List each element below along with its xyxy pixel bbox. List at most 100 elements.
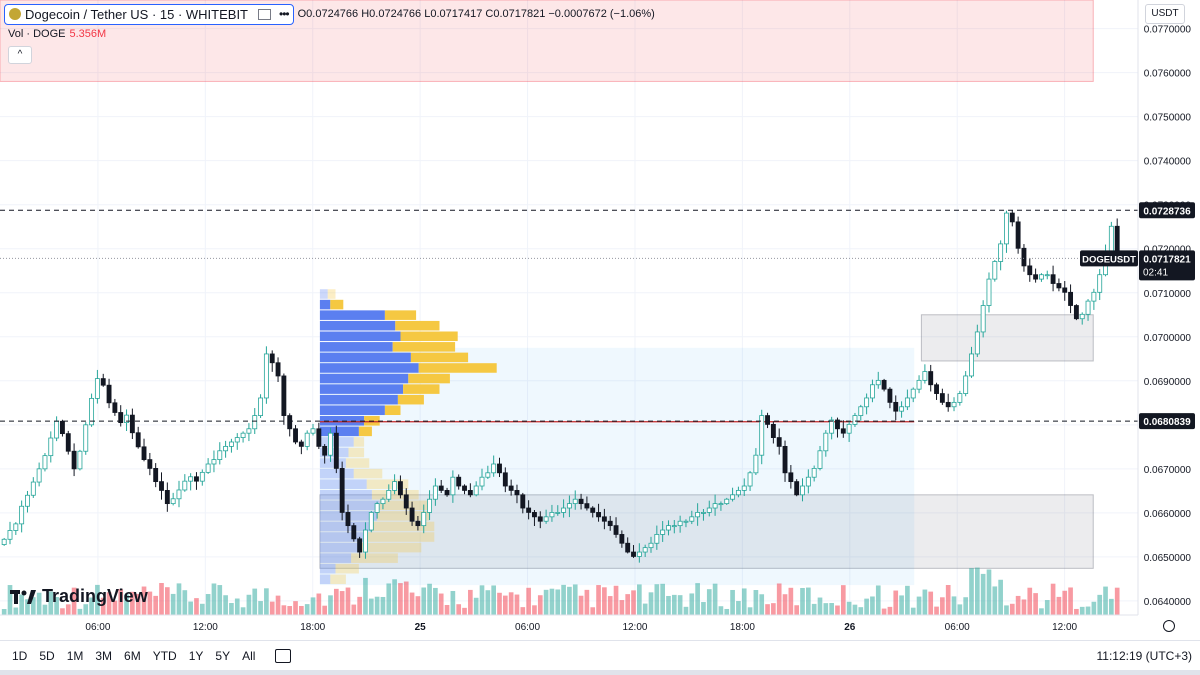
range-button-1m[interactable]: 1M: [66, 649, 84, 663]
x-tick-label: 18:00: [300, 622, 325, 633]
volume-bar: [194, 598, 199, 615]
volume-bar: [299, 605, 304, 615]
vp-sell-bar: [397, 394, 424, 405]
candle-body: [835, 419, 840, 430]
symbol-tag: DOGEUSDT: [1082, 254, 1136, 265]
volume-bar: [1015, 595, 1021, 615]
candle-body: [1056, 283, 1062, 289]
volume-bar: [852, 604, 858, 615]
vp-sell-bar: [353, 437, 365, 447]
visibility-icon[interactable]: [258, 8, 271, 20]
calendar-icon[interactable]: [275, 649, 292, 663]
volume-bar: [36, 592, 42, 615]
volume-bar: [153, 595, 159, 615]
level-label-box: [1139, 413, 1195, 430]
volume-bar: [1004, 605, 1009, 615]
candle-body: [596, 512, 601, 518]
volume-bar: [1062, 590, 1068, 615]
y-tick-label: 0.0720000: [1144, 245, 1192, 256]
candle-body: [893, 401, 899, 412]
range-button-1y[interactable]: 1Y: [188, 649, 204, 663]
collapse-legend-button[interactable]: ^: [8, 46, 32, 64]
volume-bar: [899, 595, 904, 615]
candle-body: [619, 534, 625, 544]
vp-sell-bar: [327, 289, 336, 299]
volume-bar: [112, 600, 118, 615]
candle-body: [817, 450, 823, 469]
y-tick-label: 0.0690000: [1144, 377, 1192, 388]
candle-body: [462, 485, 467, 491]
volume-bar: [520, 607, 526, 615]
price-chart[interactable]: 0.0770000 0.0760000 0.0750000 0.0740000 0.07…: [0, 0, 1200, 640]
volume-bar: [584, 589, 590, 615]
range-button-3m[interactable]: 3M: [95, 649, 113, 663]
volume-bar: [771, 603, 776, 615]
vp-sell-bar: [377, 511, 430, 521]
candle-body: [683, 520, 689, 523]
range-button-1d[interactable]: 1D: [12, 649, 28, 663]
volume-bar: [19, 594, 24, 615]
candle-body: [182, 480, 188, 491]
volume-bar: [363, 577, 368, 615]
vp-sell-bar: [371, 489, 419, 500]
volume-bar: [357, 596, 362, 615]
volume-bar: [1033, 593, 1038, 615]
volume-bar: [619, 600, 625, 615]
volume-bar: [969, 568, 974, 615]
volume-bar: [415, 596, 421, 615]
range-button-6m[interactable]: 6M: [124, 649, 141, 663]
volume-bar: [1103, 586, 1108, 615]
volume-bar: [188, 601, 193, 615]
tradingview-logo-icon: [10, 589, 36, 604]
symbol-selector[interactable]: Dogecoin / Tether US · 15 · WHITEBIT •••: [4, 3, 294, 25]
volume-bar: [957, 604, 963, 615]
vp-buy-bar: [319, 553, 352, 563]
volume-bar: [613, 585, 619, 615]
volume-bar: [438, 593, 444, 615]
volume-bar: [30, 597, 36, 615]
range-button-all[interactable]: All: [242, 649, 256, 663]
currency-selector[interactable]: USDT: [1145, 4, 1185, 24]
gear-icon[interactable]: [1163, 620, 1175, 632]
candle-body: [759, 415, 765, 456]
volume-bar: [147, 591, 153, 615]
candle-body: [1021, 247, 1027, 267]
volume-bar: [1074, 608, 1079, 615]
candle-body: [135, 432, 141, 448]
candle-body: [94, 378, 100, 399]
volume-bar: [718, 606, 724, 615]
range-button-ytd[interactable]: YTD: [152, 649, 177, 663]
y-tick-label: 0.0640000: [1144, 597, 1192, 608]
volume-bar: [159, 583, 164, 615]
candle-body: [298, 441, 304, 447]
candle-body: [695, 512, 701, 518]
candle-body: [194, 476, 199, 482]
more-icon[interactable]: •••: [279, 7, 290, 21]
candle-body: [357, 538, 363, 553]
volume-bar: [706, 589, 712, 615]
volume-bar: [223, 595, 228, 615]
volume-bar: [986, 569, 992, 615]
volume-bar: [934, 606, 939, 615]
volume-bar: [421, 587, 427, 615]
x-tick-label: 12:00: [1052, 622, 1077, 633]
candle-body: [374, 503, 380, 513]
volume-bar: [351, 604, 357, 615]
vp-sell-bar: [371, 521, 435, 532]
volume-bar: [386, 583, 392, 615]
range-button-5y[interactable]: 5Y: [215, 649, 231, 663]
range-button-5d[interactable]: 5D: [39, 649, 55, 663]
candle-body: [555, 512, 561, 514]
volume-bar: [287, 606, 293, 615]
candle-body: [718, 503, 724, 506]
candle-body: [328, 432, 333, 456]
volume-bar: [374, 596, 380, 615]
volume-bar: [800, 587, 805, 615]
vp-sell-bar: [358, 542, 422, 553]
volume-bar: [998, 579, 1003, 615]
candle-body: [1108, 225, 1114, 254]
volume-bar: [1050, 583, 1056, 615]
volume-bar: [671, 594, 677, 615]
volume-bar: [695, 583, 700, 615]
candle-body: [666, 525, 671, 531]
